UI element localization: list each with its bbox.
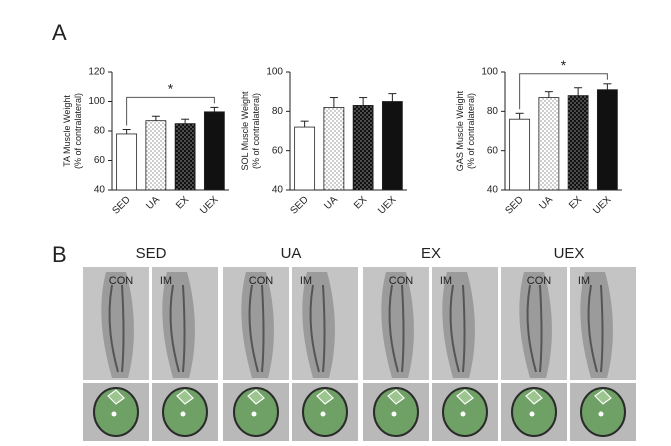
significance-bracket bbox=[519, 73, 608, 110]
view-label: CON bbox=[389, 275, 414, 287]
bar bbox=[381, 101, 403, 191]
bar bbox=[323, 107, 345, 191]
view-label: CON bbox=[249, 275, 274, 287]
bone-section bbox=[529, 411, 535, 417]
muscle-highlight bbox=[387, 389, 405, 405]
muscle-section bbox=[162, 387, 208, 437]
bone-line bbox=[587, 284, 604, 373]
x-tick-label: EX bbox=[352, 194, 369, 211]
bar bbox=[174, 123, 196, 191]
y-tick-label: 60 bbox=[272, 145, 284, 156]
bone-line bbox=[309, 284, 326, 373]
view-label: CON bbox=[109, 275, 134, 287]
x-tick-label: EX bbox=[174, 194, 191, 211]
x-tick-label: UA bbox=[322, 194, 340, 212]
y-tick-label: 40 bbox=[94, 185, 106, 196]
muscle-highlight bbox=[594, 389, 612, 405]
muscle-section bbox=[233, 387, 279, 437]
significance-label: * bbox=[561, 57, 567, 73]
bone-line bbox=[449, 284, 466, 373]
y-tick-label: 80 bbox=[272, 106, 284, 117]
x-tick-label: UEX bbox=[591, 194, 614, 217]
view-label: IM bbox=[440, 275, 452, 287]
bar bbox=[538, 97, 560, 191]
y-tick-label: 40 bbox=[487, 185, 499, 196]
x-tick-label: EX bbox=[567, 194, 584, 211]
bone-section bbox=[111, 411, 117, 417]
panel-label: B bbox=[52, 242, 67, 267]
y-axis-label: TA Muscle Weight bbox=[62, 95, 72, 167]
muscle-section bbox=[302, 387, 348, 437]
bar bbox=[596, 89, 618, 191]
significance-bracket bbox=[126, 96, 215, 126]
panel-label: A bbox=[52, 20, 67, 45]
muscle-section bbox=[580, 387, 626, 437]
muscle-highlight bbox=[247, 389, 265, 405]
bar bbox=[352, 105, 374, 191]
y-tick-label: 100 bbox=[481, 67, 498, 78]
muscle-section bbox=[373, 387, 419, 437]
group-label: SED bbox=[136, 245, 167, 262]
x-tick-label: UA bbox=[144, 194, 162, 212]
muscle-section bbox=[442, 387, 488, 437]
group-label: UA bbox=[281, 245, 302, 262]
muscle-section bbox=[511, 387, 557, 437]
bar bbox=[509, 118, 531, 191]
view-label: IM bbox=[160, 275, 172, 287]
view-label: IM bbox=[300, 275, 312, 287]
bar bbox=[294, 126, 316, 191]
view-label: IM bbox=[578, 275, 590, 287]
y-axis-label: GAS Muscle Weight bbox=[455, 90, 465, 171]
x-tick-label: SED bbox=[288, 194, 310, 216]
bone-line bbox=[388, 284, 405, 373]
muscle-highlight bbox=[107, 389, 125, 405]
y-tick-label: 80 bbox=[94, 126, 106, 137]
bar bbox=[203, 111, 225, 191]
bar bbox=[116, 133, 138, 191]
y-tick-label: 100 bbox=[88, 96, 105, 107]
significance-label: * bbox=[168, 80, 174, 96]
x-tick-label: SED bbox=[503, 194, 525, 216]
view-label: CON bbox=[527, 275, 552, 287]
group-label: UEX bbox=[554, 245, 585, 262]
x-tick-label: UEX bbox=[376, 194, 399, 217]
bone-line bbox=[526, 284, 543, 373]
bone-section bbox=[180, 411, 186, 417]
bar bbox=[567, 95, 589, 191]
bar bbox=[145, 120, 167, 191]
x-tick-label: UA bbox=[537, 194, 555, 212]
muscle-section bbox=[93, 387, 139, 437]
y-tick-label: 60 bbox=[94, 155, 106, 166]
bone-section bbox=[391, 411, 397, 417]
y-tick-label: 80 bbox=[487, 106, 499, 117]
y-axis-label: (% of contralateral) bbox=[466, 93, 476, 169]
x-tick-label: UEX bbox=[198, 194, 221, 217]
y-tick-label: 120 bbox=[88, 67, 105, 78]
bone-section bbox=[320, 411, 326, 417]
y-tick-label: 40 bbox=[272, 185, 284, 196]
y-axis-label: SOL Muscle Weight bbox=[240, 91, 250, 171]
bone-line bbox=[108, 284, 125, 373]
y-axis-label: (% of contralateral) bbox=[251, 93, 261, 169]
muscle-highlight bbox=[176, 389, 194, 405]
group-label: EX bbox=[421, 245, 441, 262]
bone-section bbox=[598, 411, 604, 417]
muscle-highlight bbox=[525, 389, 543, 405]
x-tick-label: SED bbox=[110, 194, 132, 216]
y-tick-label: 100 bbox=[266, 67, 283, 78]
bone-line bbox=[169, 284, 186, 373]
bone-section bbox=[251, 411, 257, 417]
bone-section bbox=[460, 411, 466, 417]
y-axis-label: (% of contralateral) bbox=[73, 93, 83, 169]
bone-line bbox=[248, 284, 265, 373]
y-tick-label: 60 bbox=[487, 145, 499, 156]
muscle-highlight bbox=[456, 389, 474, 405]
muscle-highlight bbox=[316, 389, 334, 405]
